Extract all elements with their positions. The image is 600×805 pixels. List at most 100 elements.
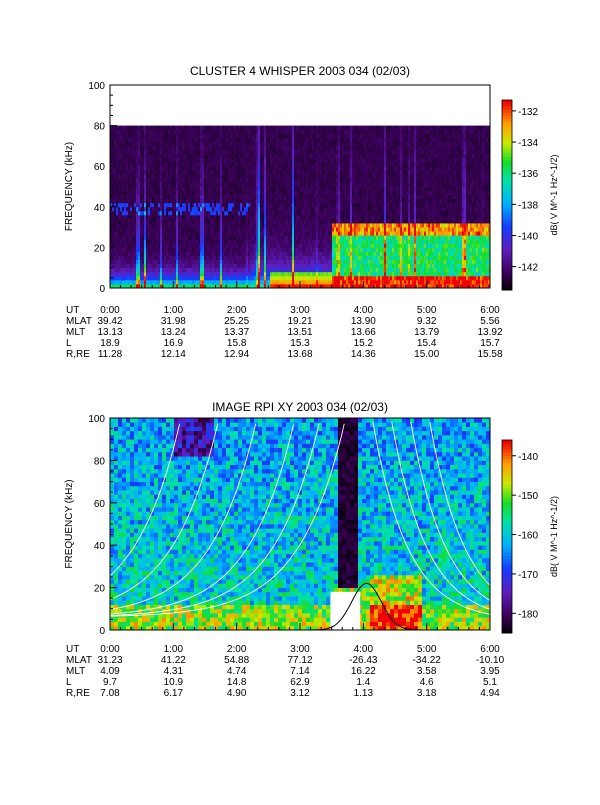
heat-cell bbox=[140, 190, 143, 196]
heat-cell bbox=[118, 275, 121, 281]
heat-cell bbox=[208, 214, 211, 220]
heat-cell bbox=[184, 251, 187, 256]
heat-cell bbox=[120, 129, 123, 135]
heat-cell bbox=[110, 162, 113, 167]
heat-cell bbox=[166, 190, 169, 196]
heat-cell bbox=[124, 125, 127, 131]
heat-cell bbox=[116, 174, 119, 179]
heat-cell bbox=[190, 186, 193, 191]
heat-cell bbox=[198, 235, 201, 240]
heat-cell bbox=[172, 178, 175, 183]
heat-cell bbox=[218, 227, 221, 232]
heat-cell bbox=[212, 145, 215, 151]
heat-cell bbox=[176, 129, 179, 135]
heat-cell bbox=[222, 182, 225, 187]
heat-cell bbox=[156, 133, 159, 139]
heat-cell bbox=[204, 271, 207, 277]
heat-cell bbox=[138, 227, 141, 232]
heat-cell bbox=[110, 170, 113, 175]
heat-cell bbox=[182, 129, 185, 135]
heat-cell bbox=[158, 158, 161, 163]
heat-cell bbox=[170, 202, 173, 208]
heat-cell bbox=[216, 227, 219, 232]
heat-cell bbox=[114, 218, 117, 224]
heat-cell bbox=[194, 259, 197, 265]
heat-cell bbox=[112, 174, 115, 179]
heat-cell bbox=[174, 194, 177, 200]
heat-cell bbox=[168, 223, 171, 228]
heat-cell bbox=[216, 210, 219, 216]
heat-cell bbox=[216, 166, 219, 171]
heat-cell bbox=[190, 162, 193, 167]
heat-cell bbox=[112, 223, 115, 228]
heat-cell bbox=[186, 178, 189, 183]
heat-cell bbox=[188, 137, 191, 143]
heat-cell bbox=[188, 235, 191, 240]
heat-cell bbox=[138, 178, 141, 183]
heat-cell bbox=[194, 214, 197, 220]
heat-cell bbox=[120, 174, 123, 179]
heat-cell bbox=[118, 223, 121, 228]
heat-cell bbox=[154, 145, 157, 151]
heat-cell bbox=[158, 186, 161, 191]
heat-cell bbox=[190, 178, 193, 183]
heat-cell bbox=[172, 271, 175, 277]
heat-cell bbox=[222, 214, 225, 220]
heat-cell bbox=[206, 243, 209, 248]
heat-cell bbox=[158, 263, 161, 269]
heat-cell bbox=[138, 158, 141, 163]
heat-cell bbox=[134, 129, 137, 135]
heat-cell bbox=[208, 125, 211, 131]
heat-cell bbox=[182, 170, 185, 175]
heat-cell bbox=[156, 182, 159, 187]
heat-cell bbox=[162, 194, 165, 200]
heat-cell bbox=[148, 170, 151, 175]
heat-cell bbox=[202, 239, 205, 244]
heat-cell bbox=[128, 279, 131, 285]
heat-cell bbox=[142, 218, 145, 224]
heat-cell bbox=[112, 227, 115, 232]
heat-cell bbox=[180, 162, 183, 167]
heat-cell bbox=[164, 145, 167, 151]
heat-cell bbox=[198, 145, 201, 151]
heat-cell bbox=[212, 214, 215, 220]
heat-cell bbox=[160, 227, 163, 232]
heat-cell bbox=[130, 267, 133, 273]
heat-cell bbox=[120, 202, 123, 208]
heat-cell bbox=[150, 174, 153, 179]
heat-cell bbox=[184, 279, 187, 285]
heat-cell bbox=[172, 235, 175, 240]
heat-cell bbox=[158, 259, 161, 265]
heat-cell bbox=[110, 251, 113, 256]
heat-cell bbox=[180, 190, 183, 196]
heat-cell bbox=[170, 247, 173, 252]
heat-cell bbox=[196, 125, 199, 131]
heat-cell bbox=[154, 247, 157, 252]
heat-cell bbox=[118, 263, 121, 269]
heat-cell bbox=[204, 227, 207, 232]
heat-cell bbox=[190, 218, 193, 224]
heat-cell bbox=[158, 218, 161, 224]
heat-cell bbox=[178, 158, 181, 163]
heat-cell bbox=[126, 170, 129, 175]
heat-cell bbox=[220, 214, 223, 220]
heat-cell bbox=[194, 206, 197, 212]
heat-cell bbox=[116, 251, 119, 256]
heat-cell bbox=[174, 149, 177, 155]
heat-cell bbox=[134, 125, 137, 131]
heat-cell bbox=[194, 210, 197, 216]
heat-cell bbox=[204, 149, 207, 155]
heat-cell bbox=[122, 190, 125, 196]
heat-cell bbox=[198, 170, 201, 175]
heat-cell bbox=[112, 251, 115, 256]
heat-cell bbox=[220, 271, 223, 277]
heat-cell bbox=[116, 194, 119, 200]
heat-cell bbox=[126, 141, 129, 147]
heat-cell bbox=[222, 154, 225, 159]
heat-cell bbox=[148, 178, 151, 183]
heat-cell bbox=[166, 158, 169, 163]
heat-cell bbox=[146, 267, 149, 273]
heat-cell bbox=[180, 279, 183, 285]
heat-cell bbox=[142, 231, 145, 236]
heat-cell bbox=[158, 206, 161, 212]
